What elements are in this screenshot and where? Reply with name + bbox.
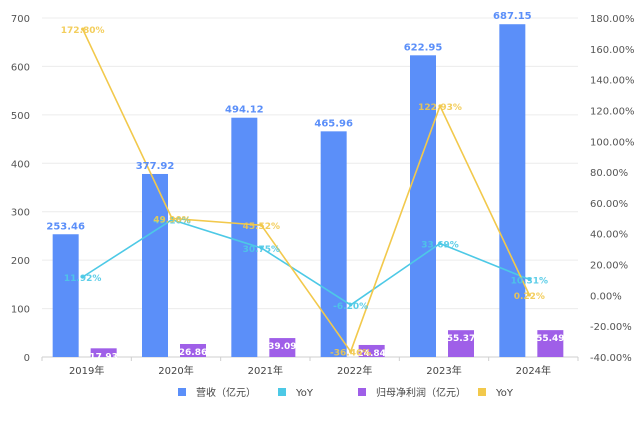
- legend-label: 营收（亿元）: [196, 386, 256, 399]
- left-y-tick-label: 300: [11, 208, 30, 219]
- net-profit-bar-label: 26.86: [179, 348, 207, 358]
- right-y-tick-label: 0.00%: [590, 291, 622, 302]
- net-profit-bar-label: 55.37: [447, 334, 475, 344]
- profit-yoy-label: 0.22%: [514, 292, 545, 302]
- net-profit-bar: [90, 348, 117, 357]
- right-y-tick-label: 80.00%: [590, 168, 628, 179]
- x-tick-label: 2021年: [248, 364, 283, 377]
- left-y-tick-label: 0: [24, 353, 30, 364]
- grid: [42, 17, 578, 358]
- right-y-tick-label: 60.00%: [590, 199, 628, 210]
- x-tick-label: 2022年: [337, 364, 372, 377]
- x-tick-label: 2020年: [158, 364, 193, 377]
- left-y-tick-label: 700: [11, 14, 30, 25]
- legend-swatch: [478, 388, 486, 396]
- revenue-yoy-label: 33.69%: [421, 240, 459, 250]
- revenue-bar-label: 687.15: [493, 11, 532, 22]
- left-y-tick-label: 200: [11, 256, 30, 267]
- net-profit-bar-label: 39.09: [268, 342, 296, 352]
- revenue-bar-label: 465.96: [314, 118, 353, 129]
- profit-yoy-label: 172.80%: [61, 26, 105, 36]
- revenue-bar-label: 622.95: [404, 42, 443, 53]
- left-y-tick-label: 500: [11, 111, 30, 122]
- revenue-yoy-label: 10.31%: [511, 276, 549, 286]
- right-y-tick-label: 180.00%: [590, 14, 635, 25]
- right-y-tick-label: 120.00%: [590, 106, 635, 117]
- profit-yoy-point: [170, 216, 174, 221]
- right-y-tick-label: -20.00%: [590, 322, 632, 333]
- profit-yoy-label: 49.90%: [153, 215, 191, 225]
- x-axis: 2019年 2020年 2021年 2022年 2023年 2024年: [41, 357, 579, 377]
- profit-yoy-label: 122.93%: [418, 103, 462, 113]
- profit-yoy-point: [527, 293, 531, 297]
- x-tick-label: 2023年: [426, 364, 461, 377]
- profit-yoy-point: [259, 223, 263, 227]
- net-profit-bar: [448, 330, 474, 357]
- net-profit-bar-label: 55.49: [536, 334, 564, 344]
- profit-yoy-point: [438, 104, 442, 108]
- revenue-yoy-label: 30.75%: [243, 245, 281, 255]
- revenue-bar: [52, 234, 79, 357]
- right-y-tick-label: 100.00%: [590, 137, 635, 148]
- legend-swatch: [178, 388, 186, 396]
- revenue-bar: [320, 131, 347, 357]
- revenue-bar: [410, 55, 436, 358]
- profit-yoy-point: [349, 349, 353, 354]
- net-profit-bar: [358, 344, 385, 357]
- net-profit-bar-label: 17.93: [89, 352, 117, 362]
- revenue-bar-label: 377.92: [136, 161, 175, 172]
- profit-yoy-label: 45.52%: [243, 222, 281, 232]
- revenue-bar: [142, 173, 168, 357]
- x-tick-label: 2019年: [69, 364, 104, 377]
- profit-yoy-label: -36.46%: [330, 349, 371, 359]
- revenue-yoy-point: [349, 303, 353, 307]
- net-profit-bar: [537, 330, 564, 357]
- revenue-yoy-point: [438, 241, 442, 246]
- right-y-tick-label: 20.00%: [590, 261, 628, 272]
- legend-label: YoY: [495, 388, 514, 399]
- legend: 营收（亿元） YoY 归母净利润（亿元） YoY: [178, 386, 514, 399]
- left-y-tick-label: 400: [11, 159, 30, 170]
- revenue-yoy-label: -6.20%: [333, 302, 368, 312]
- revenue-bar: [499, 24, 526, 357]
- revenue-yoy-point: [259, 246, 263, 250]
- revenue-yoy-line: [82, 218, 530, 306]
- legend-swatch: [358, 388, 366, 396]
- revenue-yoy-point: [81, 275, 85, 279]
- net-profit-bar-label: 24.84: [357, 349, 385, 359]
- revenue-bar-label: 253.46: [46, 221, 85, 232]
- right-y-tick-label: -40.00%: [590, 353, 632, 364]
- revenue-yoy-point: [527, 277, 531, 282]
- left-y-tick-label: 600: [11, 62, 30, 73]
- left-y-axis: 0 100 200 300 400 500 600 700: [11, 14, 30, 364]
- legend-label: YoY: [295, 388, 314, 399]
- profit-yoy-line: [81, 28, 531, 353]
- right-y-tick-label: 40.00%: [590, 230, 628, 241]
- revenue-bar-label: 494.12: [225, 105, 264, 116]
- bars: [52, 24, 564, 358]
- left-y-tick-label: 100: [11, 305, 30, 316]
- revenue-yoy-label: 11.92%: [64, 274, 102, 284]
- legend-swatch: [278, 388, 286, 396]
- revenue-bar: [231, 117, 258, 357]
- net-profit-bar: [269, 338, 296, 357]
- net-profit-bar: [180, 343, 206, 357]
- lines: [81, 27, 531, 354]
- x-tick-label: 2024年: [516, 364, 551, 377]
- right-y-axis: -40.00% -20.00% 0.00% 20.00% 40.00% 60.00% 80.…: [590, 14, 635, 364]
- right-y-tick-label: 160.00%: [590, 45, 635, 56]
- data-labels: 253.46 377.92 494.12 465.96 622.95 687.15 17.9…: [46, 11, 564, 362]
- legend-label: 归母净利润（亿元）: [376, 386, 466, 399]
- profit-yoy-point: [81, 27, 85, 31]
- right-y-tick-label: 140.00%: [590, 76, 635, 87]
- revenue-yoy-label: 49.10%: [153, 217, 191, 227]
